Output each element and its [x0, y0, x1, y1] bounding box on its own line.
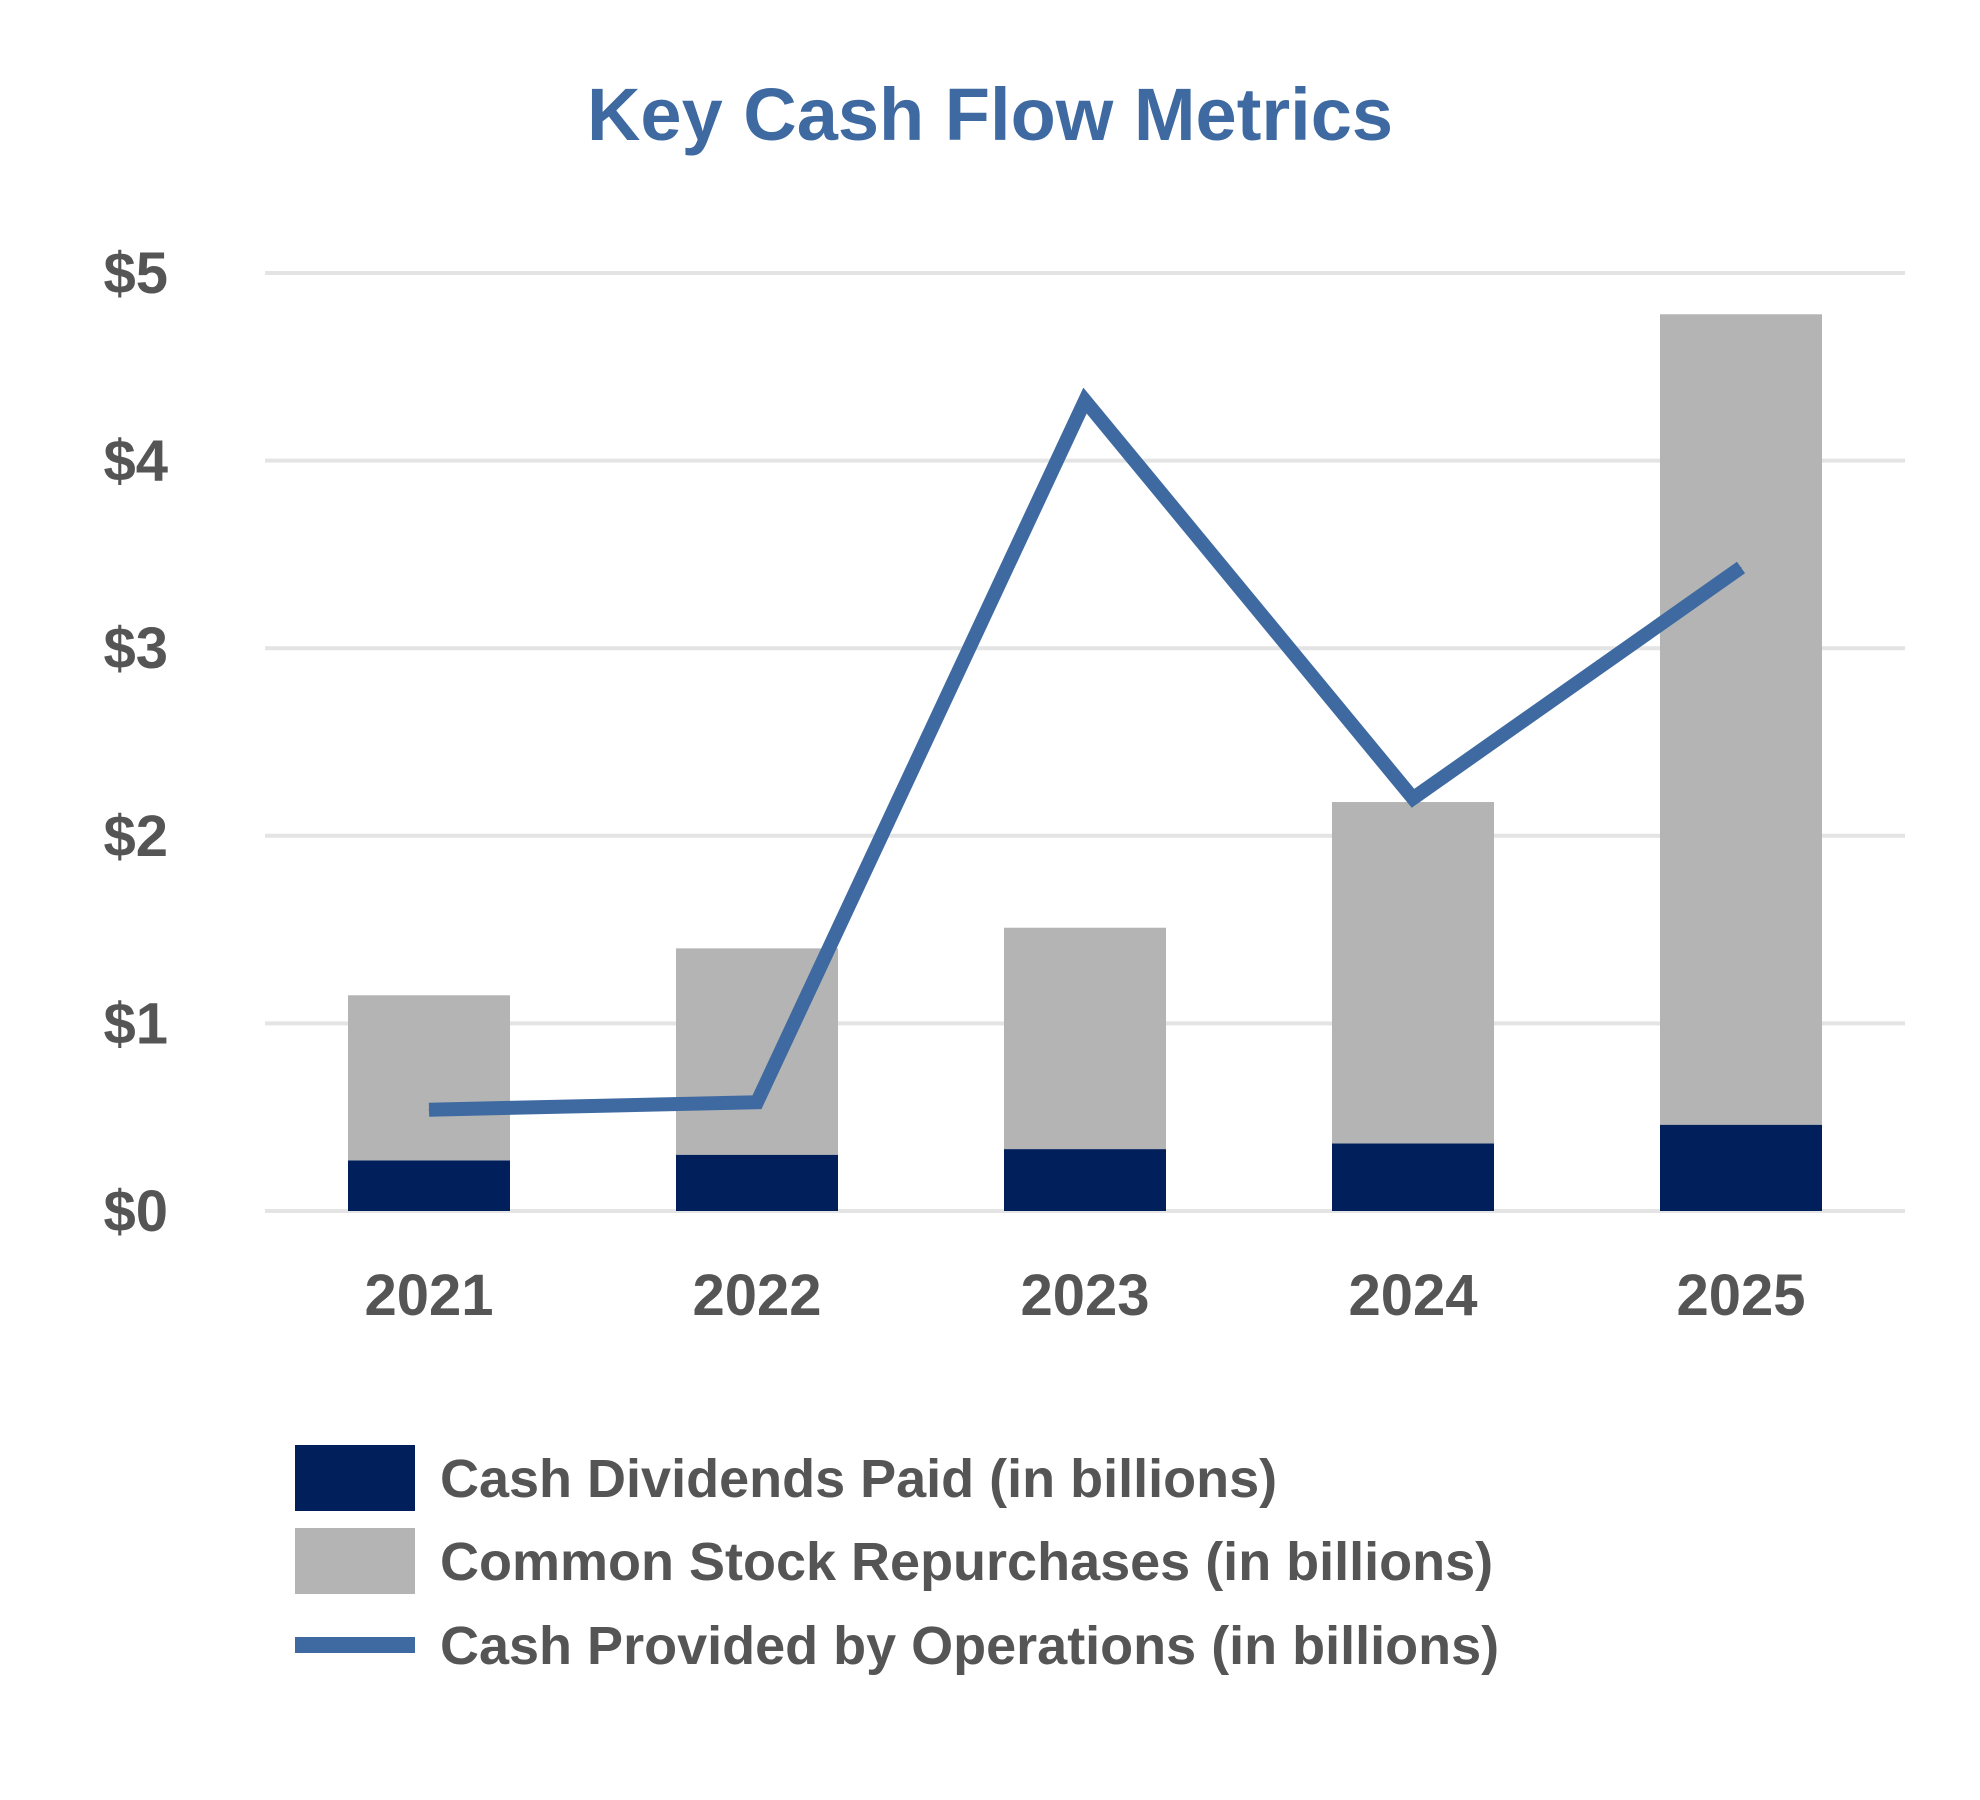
- dividends-bar: [348, 1160, 510, 1211]
- y-tick-label: $4: [103, 429, 168, 494]
- dividends-bar: [1004, 1149, 1166, 1211]
- x-axis: 2021 2022 2023 2024 2025: [364, 1263, 1805, 1328]
- y-axis: $0 $1 $2 $3 $4 $5: [103, 241, 168, 1244]
- operations-line: [428, 387, 1746, 1117]
- legend-swatch-dividends: [295, 1445, 415, 1511]
- bars: [348, 314, 1822, 1211]
- legend-swatch-repurchases: [295, 1528, 415, 1594]
- operations-line-point: [428, 1109, 430, 1111]
- chart-title: Key Cash Flow Metrics: [587, 73, 1393, 156]
- dividends-bar: [1660, 1124, 1822, 1211]
- x-tick-label: 2024: [1348, 1263, 1477, 1328]
- y-tick-label: $3: [103, 616, 168, 681]
- x-tick-label: 2022: [692, 1263, 821, 1328]
- legend-label: Cash Provided by Operations (in billions…: [440, 1616, 1499, 1676]
- repurchases-bar: [348, 995, 510, 1161]
- repurchases-bar: [1660, 314, 1822, 1125]
- x-tick-label: 2023: [1020, 1263, 1149, 1328]
- operations-line-point: [1084, 400, 1086, 402]
- legend: Cash Dividends Paid (in billions) Common …: [295, 1445, 1499, 1676]
- operations-line-point: [756, 1101, 758, 1103]
- repurchases-bar: [1332, 802, 1494, 1144]
- legend-label: Common Stock Repurchases (in billions): [440, 1532, 1493, 1592]
- grid-lines: [265, 271, 1905, 1213]
- dividends-bar: [1332, 1143, 1494, 1211]
- y-tick-label: $0: [103, 1179, 168, 1244]
- y-tick-label: $5: [103, 241, 168, 306]
- legend-swatch-operations: [295, 1637, 415, 1653]
- operations-line-point: [1740, 567, 1742, 569]
- x-tick-label: 2025: [1676, 1263, 1805, 1328]
- legend-label: Cash Dividends Paid (in billions): [440, 1449, 1277, 1509]
- y-tick-label: $1: [103, 991, 168, 1056]
- y-tick-label: $2: [103, 804, 168, 869]
- dividends-bar: [676, 1154, 838, 1211]
- repurchases-bar: [1004, 927, 1166, 1150]
- operations-line-point: [1412, 797, 1414, 799]
- x-tick-label: 2021: [364, 1263, 493, 1328]
